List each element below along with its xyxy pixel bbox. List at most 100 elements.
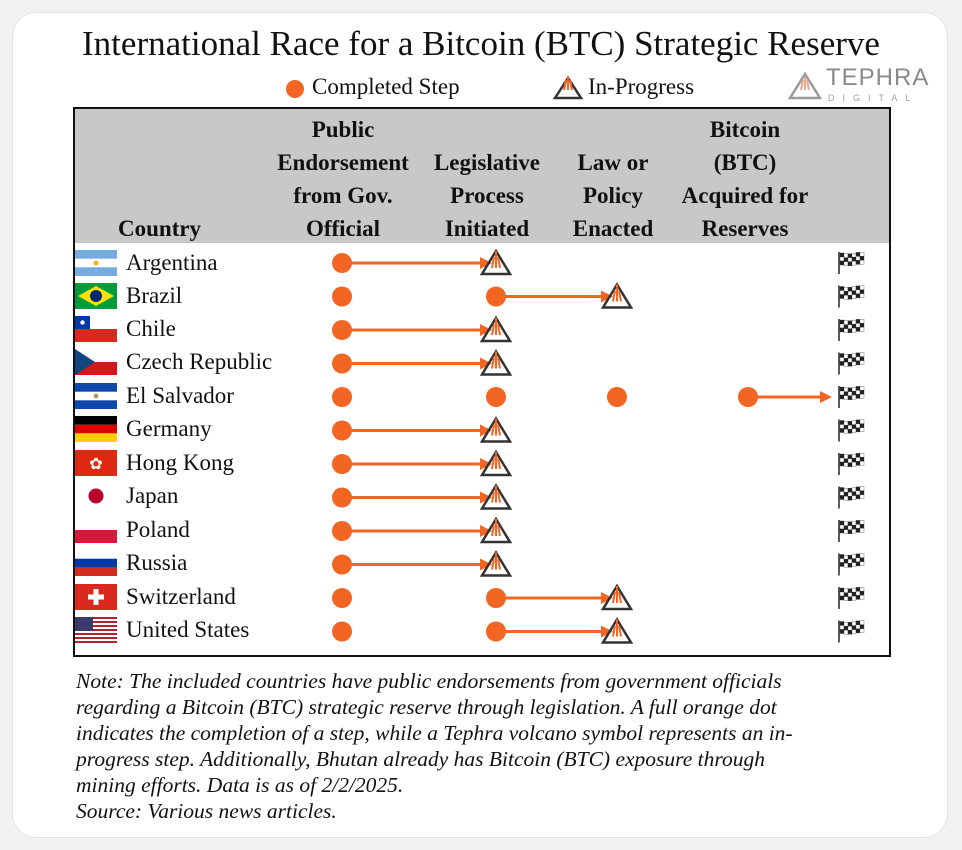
flag-square <box>839 491 845 496</box>
flag-argentina-icon <box>75 250 117 276</box>
flag-square <box>839 625 845 630</box>
flag-square <box>843 358 849 363</box>
flag-square <box>843 458 849 463</box>
note-line: regarding a Bitcoin (BTC) strategic rese… <box>76 695 777 719</box>
volcano-flame <box>491 519 501 537</box>
volcano-icon <box>479 248 513 276</box>
completed-step-dot <box>332 387 352 407</box>
flag-square <box>839 286 845 291</box>
flag-square <box>847 391 853 396</box>
flag-square <box>855 327 861 332</box>
flag-square <box>855 285 861 291</box>
volcano-icon <box>600 617 634 644</box>
flag-square <box>847 525 853 530</box>
flag-square <box>851 428 857 433</box>
flag-square <box>851 361 857 366</box>
flag-square <box>859 252 865 257</box>
completed-step-dot <box>738 387 758 407</box>
flag-square <box>847 257 853 262</box>
table-header <box>75 109 889 243</box>
flag-square <box>855 419 861 425</box>
flag-square <box>851 327 857 333</box>
flag-square <box>859 394 865 399</box>
flag-square <box>855 591 861 596</box>
legend-completed-dot <box>286 80 304 98</box>
flag-square <box>843 395 849 400</box>
volcano-icon <box>479 449 513 477</box>
flag-square <box>855 260 861 265</box>
volcano-icon <box>553 75 583 100</box>
flag-square <box>839 323 845 329</box>
flag-japan-icon <box>75 483 117 509</box>
flag-square <box>851 625 857 630</box>
flag-square <box>843 421 849 426</box>
flag-square <box>851 319 857 325</box>
flag-square <box>847 630 853 635</box>
connector-arrowhead <box>480 458 492 470</box>
country-name: Germany <box>126 416 212 441</box>
flag-square <box>839 353 845 358</box>
flag-square <box>851 286 857 291</box>
checkered-flag-icon <box>838 520 865 542</box>
flag-square <box>839 453 845 459</box>
checkered-flag-icon <box>838 486 865 509</box>
flag-square <box>847 362 853 367</box>
tephra-logo-text: TEPHRA <box>826 64 930 91</box>
flag-square <box>839 587 845 593</box>
flag-square <box>843 295 849 300</box>
header-step3: Law or Policy Enacted <box>572 150 654 241</box>
flag-square <box>859 461 865 466</box>
flag-square <box>847 261 853 266</box>
flag-square <box>855 628 861 634</box>
flag-square <box>851 394 857 400</box>
flag-square <box>859 453 865 458</box>
flag-square <box>843 261 849 266</box>
flag-square <box>851 562 857 567</box>
connector-arrowhead <box>601 592 613 604</box>
flag-square <box>851 323 857 329</box>
flag-square <box>847 592 853 597</box>
flag-square <box>847 253 853 258</box>
volcano-flame <box>612 586 622 604</box>
flag-square <box>859 419 865 424</box>
flag-square <box>847 488 853 493</box>
flag-square <box>855 457 861 462</box>
flag-square <box>855 520 861 525</box>
flag-square <box>847 496 853 501</box>
flag-square <box>847 387 853 392</box>
flag-square <box>859 595 865 600</box>
flag-square <box>847 454 853 459</box>
flag-square <box>851 420 857 425</box>
flag-square <box>843 626 849 631</box>
flag-square <box>839 394 845 400</box>
flag-square <box>855 453 861 458</box>
flag-square <box>855 394 861 399</box>
flag-square <box>855 486 861 492</box>
flag-square <box>859 319 865 324</box>
volcano-flame <box>491 351 501 369</box>
flag-square <box>855 624 861 630</box>
completed-step-dot <box>332 554 352 575</box>
flag-square <box>843 563 849 568</box>
page-title: International Race for a Bitcoin (BTC) S… <box>82 24 880 63</box>
flag-square <box>843 257 849 262</box>
connector-arrowhead <box>480 558 492 571</box>
flag-square <box>839 424 845 429</box>
flag-square <box>839 524 845 530</box>
flag-square <box>855 587 861 592</box>
flag-square <box>847 596 853 601</box>
country-name: Switzerland <box>126 584 236 609</box>
flag-square <box>859 293 865 298</box>
flag-square <box>851 260 857 266</box>
flag-square <box>855 356 861 362</box>
flag-square <box>839 420 845 425</box>
completed-step-dot <box>332 454 352 474</box>
flag-square <box>855 319 861 324</box>
country-name: Hong Kong <box>126 450 234 475</box>
flag-square <box>839 520 845 526</box>
flag-square <box>843 492 849 497</box>
flag-square <box>847 354 853 359</box>
checkered-flag-icon <box>838 285 865 308</box>
flag-square <box>855 494 861 500</box>
connector-arrowhead <box>480 424 492 437</box>
